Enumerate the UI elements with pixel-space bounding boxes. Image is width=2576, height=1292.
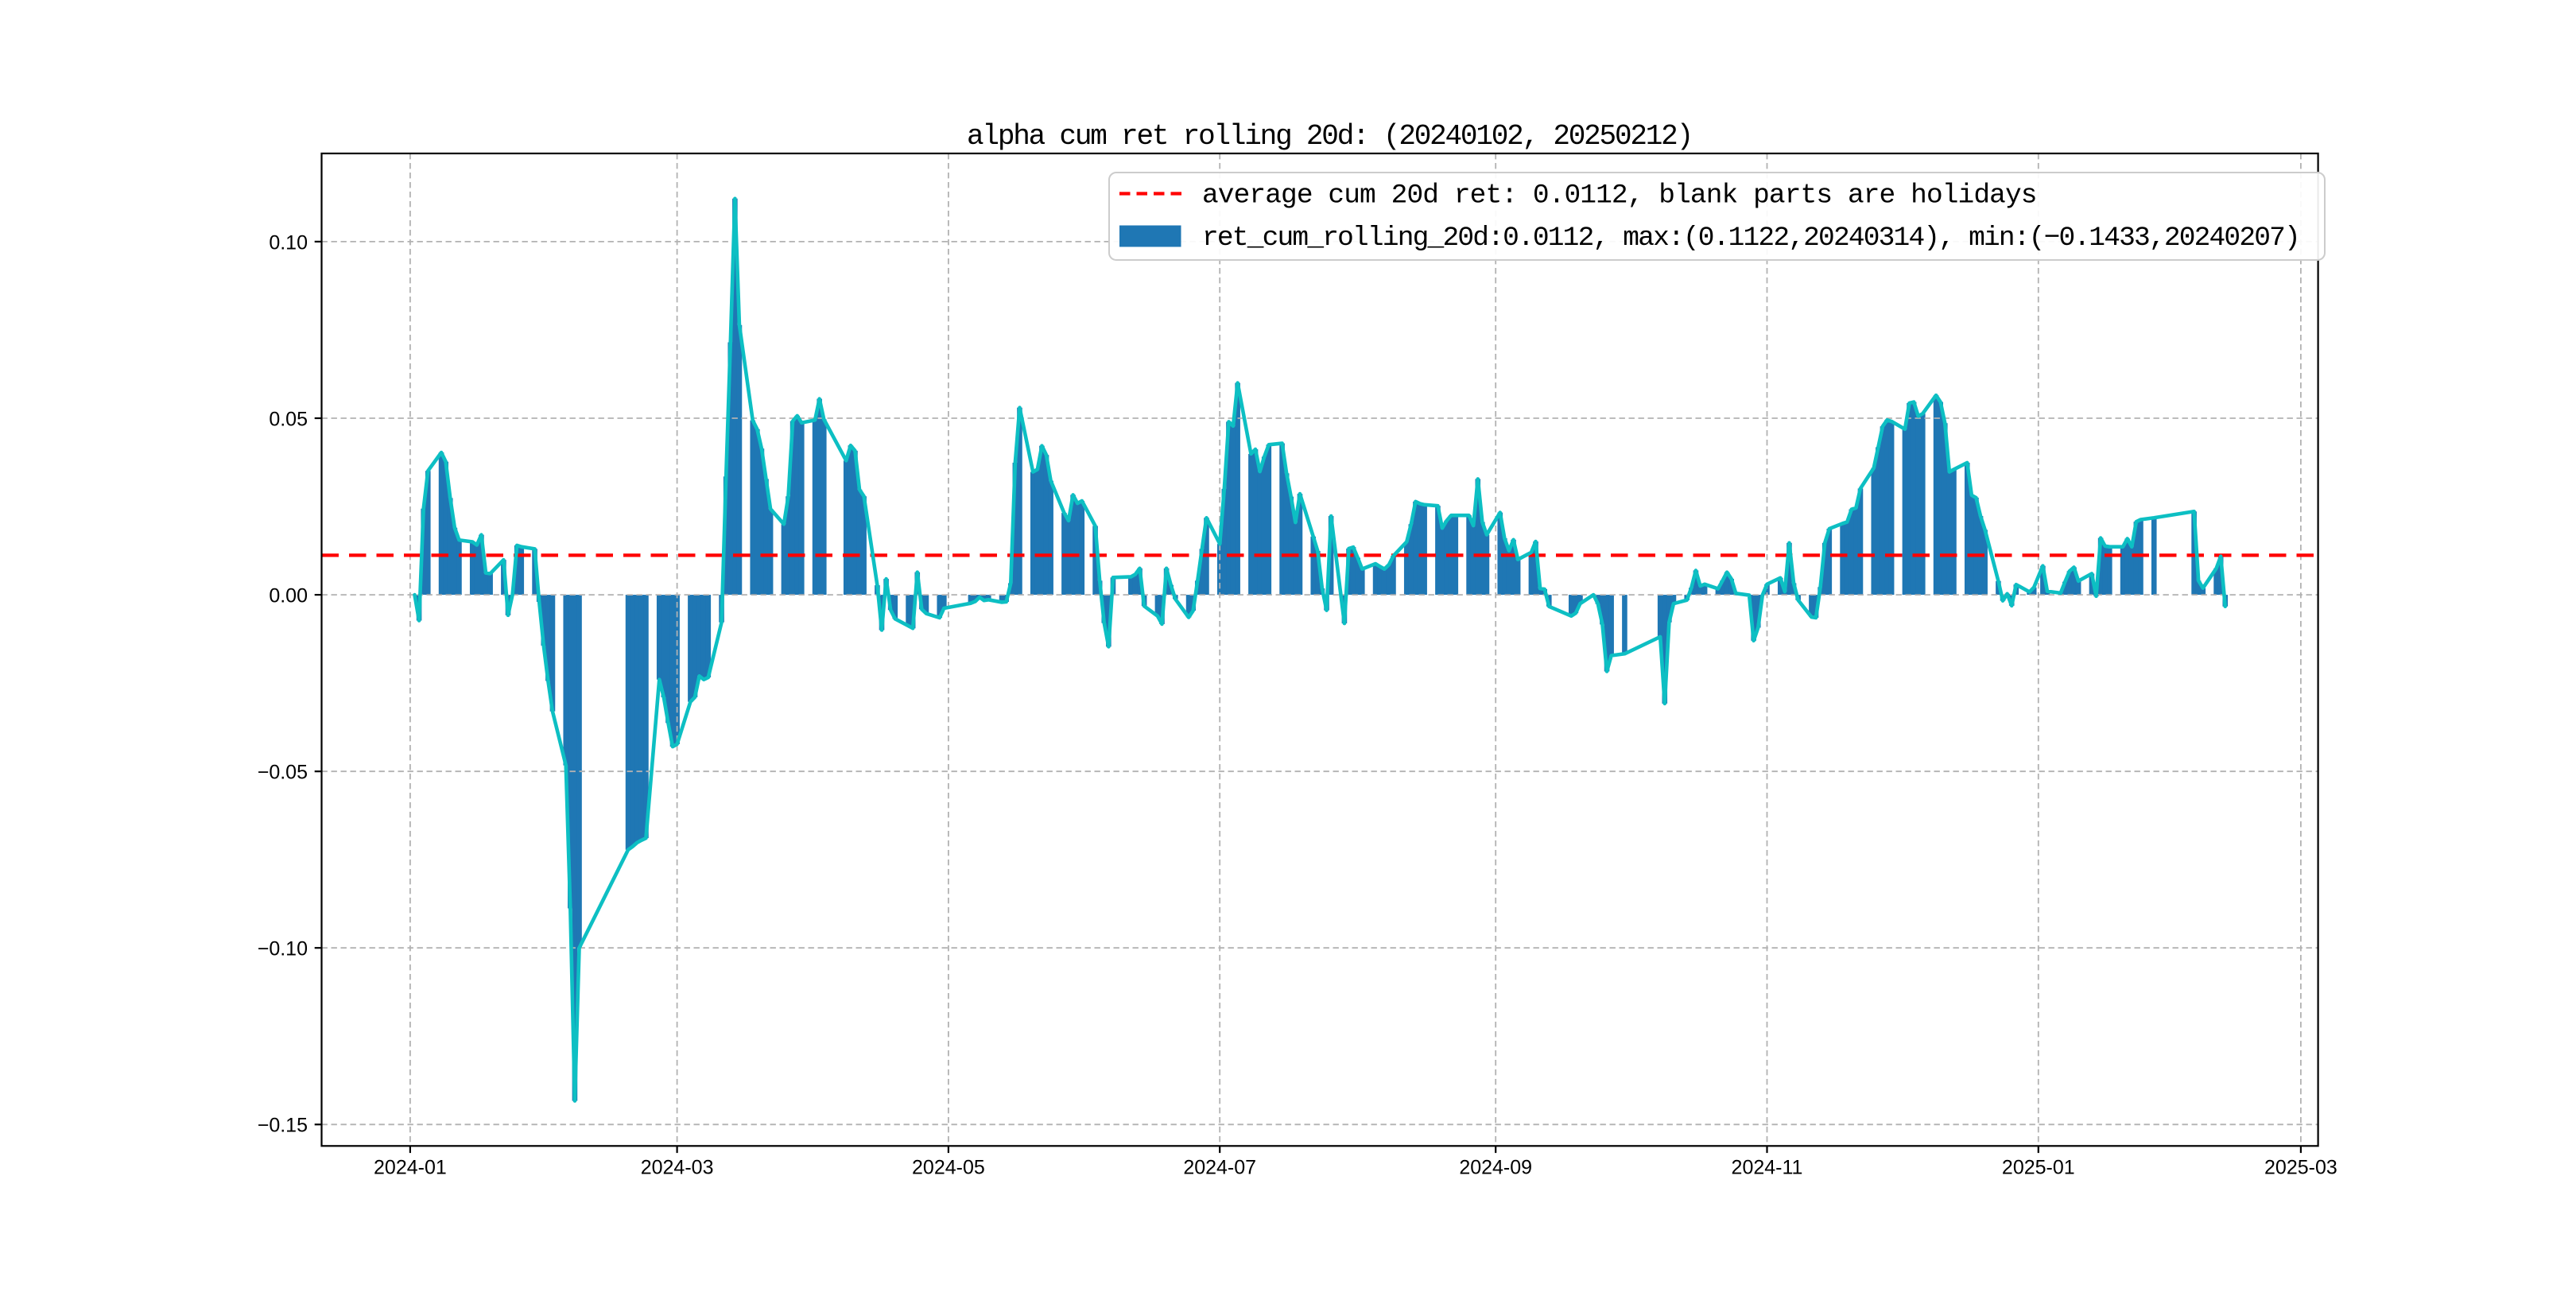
svg-text:0.00: 0.00	[269, 585, 308, 607]
svg-text:0.10: 0.10	[269, 231, 308, 254]
svg-text:2024-05: 2024-05	[912, 1157, 985, 1179]
svg-text:2024-03: 2024-03	[641, 1157, 714, 1179]
svg-text:2024-07: 2024-07	[1183, 1157, 1256, 1179]
svg-text:2025-03: 2025-03	[2264, 1157, 2337, 1179]
svg-text:ret_cum_rolling_20d:0.0112, ma: ret_cum_rolling_20d:0.0112, max:(0.1122,…	[1202, 223, 2299, 254]
svg-text:2024-01: 2024-01	[374, 1157, 447, 1179]
svg-text:2025-01: 2025-01	[2002, 1157, 2075, 1179]
svg-text:2024-11: 2024-11	[1732, 1157, 1803, 1179]
svg-text:−0.15: −0.15	[258, 1115, 308, 1137]
svg-text:−0.05: −0.05	[258, 762, 308, 784]
svg-text:alpha cum ret rolling 20d: (20: alpha cum ret rolling 20d: (20240102, 20…	[967, 120, 1692, 153]
svg-text:−0.10: −0.10	[258, 938, 308, 960]
svg-text:average cum 20d ret: 0.0112, b: average cum 20d ret: 0.0112, blank parts…	[1202, 180, 2037, 211]
svg-text:0.05: 0.05	[269, 408, 308, 430]
svg-text:2024-09: 2024-09	[1459, 1157, 1532, 1179]
